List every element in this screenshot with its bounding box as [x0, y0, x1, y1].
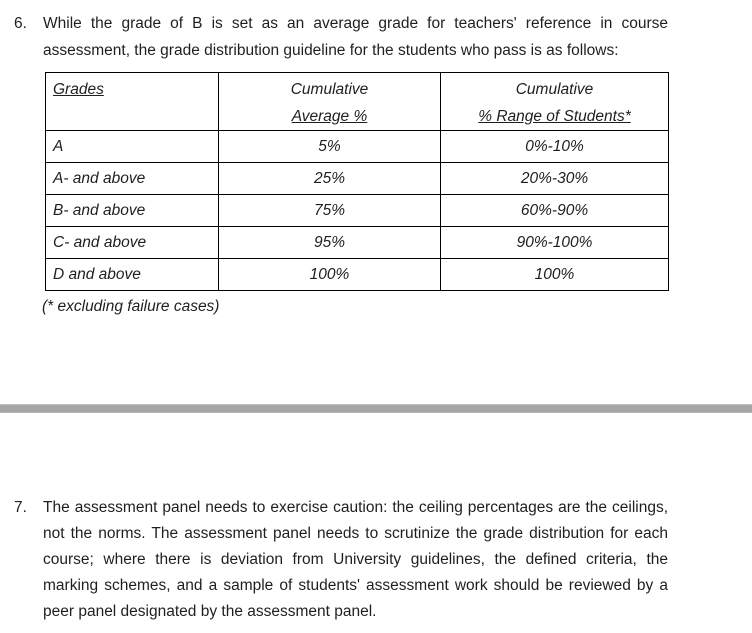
list-item-6: 6. While the grade of B is set as an ave… [14, 10, 669, 317]
item-7-paragraph: The assessment panel needs to exercise c… [43, 499, 668, 620]
cell-range: 60%-90% [440, 194, 669, 227]
cell-range: 0%-10% [440, 130, 669, 163]
item-7-number: 7. [14, 499, 27, 516]
cell-average: 100% [218, 258, 441, 291]
header-cumulative-average-line2: Average % [291, 108, 368, 125]
header-cumulative-range-line2: % Range of Students* [478, 108, 631, 125]
cell-grade: A- and above [45, 162, 219, 195]
cell-grade: C- and above [45, 226, 219, 259]
header-cumulative-average: Cumulative Average % [218, 72, 441, 131]
table-row: A 5% 0%-10% [45, 130, 669, 163]
header-cumulative-range: Cumulative % Range of Students* [440, 72, 669, 131]
cell-average: 25% [218, 162, 441, 195]
table-footnote: (* excluding failure cases) [42, 298, 220, 315]
item-6-body: While the grade of B is set as an averag… [42, 10, 669, 317]
cell-average: 5% [218, 130, 441, 163]
table-row: D and above 100% 100% [45, 258, 669, 291]
item-6-paragraph: While the grade of B is set as an averag… [43, 15, 668, 59]
cell-average: 95% [218, 226, 441, 259]
cell-grade: D and above [45, 258, 219, 291]
item-7-body: The assessment panel needs to exercise c… [43, 495, 668, 625]
cell-grade: B- and above [45, 194, 219, 227]
header-cumulative-range-line1: Cumulative [515, 81, 594, 98]
item-6-number: 6. [14, 15, 27, 32]
header-grades: Grades [45, 72, 219, 131]
grade-distribution-table: Grades Cumulative Average % Cumulative %… [45, 72, 669, 291]
table-row: C- and above 95% 90%-100% [45, 226, 669, 259]
table-row: B- and above 75% 60%-90% [45, 194, 669, 227]
list-item-7: 7. The assessment panel needs to exercis… [0, 495, 752, 625]
cell-range: 90%-100% [440, 226, 669, 259]
cell-average: 75% [218, 194, 441, 227]
table-row: A- and above 25% 20%-30% [45, 162, 669, 195]
header-cumulative-average-line1: Cumulative [290, 81, 369, 98]
cell-range: 100% [440, 258, 669, 291]
header-grades-label: Grades [53, 81, 104, 98]
cell-range: 20%-30% [440, 162, 669, 195]
table-header-row: Grades Cumulative Average % Cumulative %… [45, 72, 669, 131]
page-break-divider [0, 404, 752, 413]
cell-grade: A [45, 130, 219, 163]
